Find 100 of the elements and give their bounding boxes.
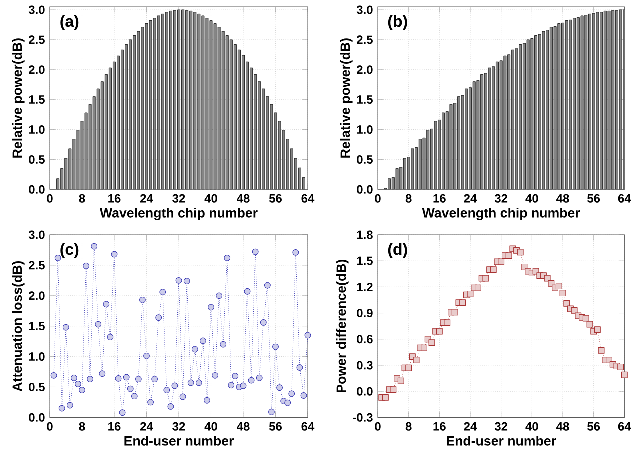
- y-tick-label: 1.5: [29, 322, 45, 331]
- bar: [161, 14, 164, 190]
- y-tick-label: 1.0: [29, 126, 45, 134]
- x-axis-title: End-user number: [124, 436, 234, 446]
- bar: [558, 24, 561, 190]
- bar: [542, 31, 546, 190]
- y-tick-label: 1.5: [29, 96, 45, 104]
- y-tick-label: 1.8: [357, 230, 373, 240]
- bar: [515, 48, 518, 190]
- x-axis-title: Wavelength chip number: [422, 208, 580, 221]
- bar: [511, 50, 514, 190]
- y-tick-label: 2.5: [29, 261, 45, 270]
- bar: [604, 10, 607, 190]
- bar: [584, 15, 588, 190]
- bar: [546, 30, 550, 190]
- y-tick-label: 0.9: [357, 309, 373, 318]
- annotation: (d): [388, 243, 408, 258]
- bar: [496, 62, 499, 190]
- x-tick-label: 24: [140, 422, 154, 431]
- bar: [596, 12, 600, 190]
- bar: [141, 27, 144, 190]
- x-tick-label: 16: [108, 422, 121, 431]
- x-tick-label: 8: [79, 194, 86, 203]
- y-tick-label: 0.0: [29, 413, 45, 422]
- bar: [418, 139, 422, 190]
- y-tick-label: 0.5: [357, 155, 373, 164]
- y-tick-label: -0.3: [353, 413, 373, 422]
- bar: [580, 16, 584, 190]
- bar: [137, 31, 140, 190]
- x-tick-label: 40: [526, 422, 538, 431]
- y-tick-label: 2.5: [29, 36, 45, 44]
- annotation: (c): [60, 243, 79, 258]
- bar: [210, 20, 213, 190]
- bar: [488, 68, 492, 190]
- x-tick-label: 24: [140, 194, 154, 203]
- bar: [588, 14, 592, 190]
- bar: [434, 121, 438, 190]
- bar: [457, 96, 460, 190]
- bar: [396, 168, 399, 190]
- bar: [565, 20, 568, 190]
- x-tick-label: 8: [406, 194, 412, 203]
- x-tick-label: 0: [47, 194, 53, 203]
- bar: [174, 10, 176, 190]
- bar: [157, 16, 160, 190]
- y-tick-label: 0.0: [357, 185, 373, 194]
- bar: [230, 40, 233, 190]
- y-tick-label: 1.0: [357, 126, 373, 134]
- x-tick-label: 56: [269, 422, 282, 431]
- y-tick-label: 1.5: [357, 96, 373, 104]
- bar: [573, 18, 576, 190]
- x-tick-label: 8: [79, 422, 86, 431]
- x-tick-label: 16: [108, 194, 121, 203]
- bar: [222, 31, 225, 190]
- bar: [404, 158, 406, 190]
- x-tick-label: 48: [237, 422, 250, 431]
- bar: [450, 104, 453, 190]
- annotation: (b): [388, 15, 408, 30]
- x-tick-label: 40: [526, 194, 538, 203]
- bar: [530, 38, 534, 190]
- x-tick-label: 0: [375, 422, 381, 431]
- bar: [612, 10, 615, 190]
- x-axis-title: Wavelength chip number: [100, 208, 258, 221]
- y-tick-label: 2.0: [357, 66, 373, 74]
- bar: [198, 14, 201, 190]
- bar: [523, 43, 526, 190]
- y-axis-title: Power difference(dB): [336, 260, 349, 392]
- x-tick-label: 32: [494, 422, 508, 431]
- x-tick-label: 16: [434, 422, 446, 431]
- x-tick-label: 56: [588, 422, 600, 431]
- bar: [569, 20, 572, 190]
- bar: [186, 10, 189, 190]
- y-tick-label: 0.6: [357, 335, 373, 344]
- x-tick-label: 56: [269, 194, 282, 203]
- y-tick-label: 1.0: [29, 352, 45, 362]
- bar: [388, 178, 392, 190]
- x-tick-label: 48: [556, 194, 570, 203]
- bar: [562, 22, 564, 190]
- bar: [554, 26, 557, 190]
- bar: [504, 56, 507, 190]
- y-tick-label: 2.5: [357, 36, 373, 44]
- bar: [616, 10, 618, 190]
- x-tick-label: 16: [434, 194, 446, 203]
- y-axis-title: Relative power(dB): [12, 38, 25, 158]
- y-tick-label: 0.5: [29, 155, 45, 164]
- y-tick-label: 2.0: [29, 292, 45, 300]
- bar: [576, 18, 580, 190]
- x-tick-label: 64: [618, 422, 632, 431]
- bar: [129, 40, 132, 190]
- bar: [472, 82, 476, 190]
- y-tick-label: 0.0: [29, 185, 45, 194]
- bar: [214, 24, 217, 190]
- y-tick-label: 0.0: [357, 387, 373, 396]
- x-tick-label: 64: [302, 422, 315, 431]
- x-axis-title: End-user number: [447, 436, 556, 446]
- bar: [182, 10, 184, 190]
- y-tick-label: 2.0: [29, 66, 45, 74]
- bar: [169, 10, 172, 190]
- bar: [600, 12, 604, 190]
- x-tick-label: 40: [204, 194, 218, 203]
- y-tick-label: 1.2: [357, 283, 373, 292]
